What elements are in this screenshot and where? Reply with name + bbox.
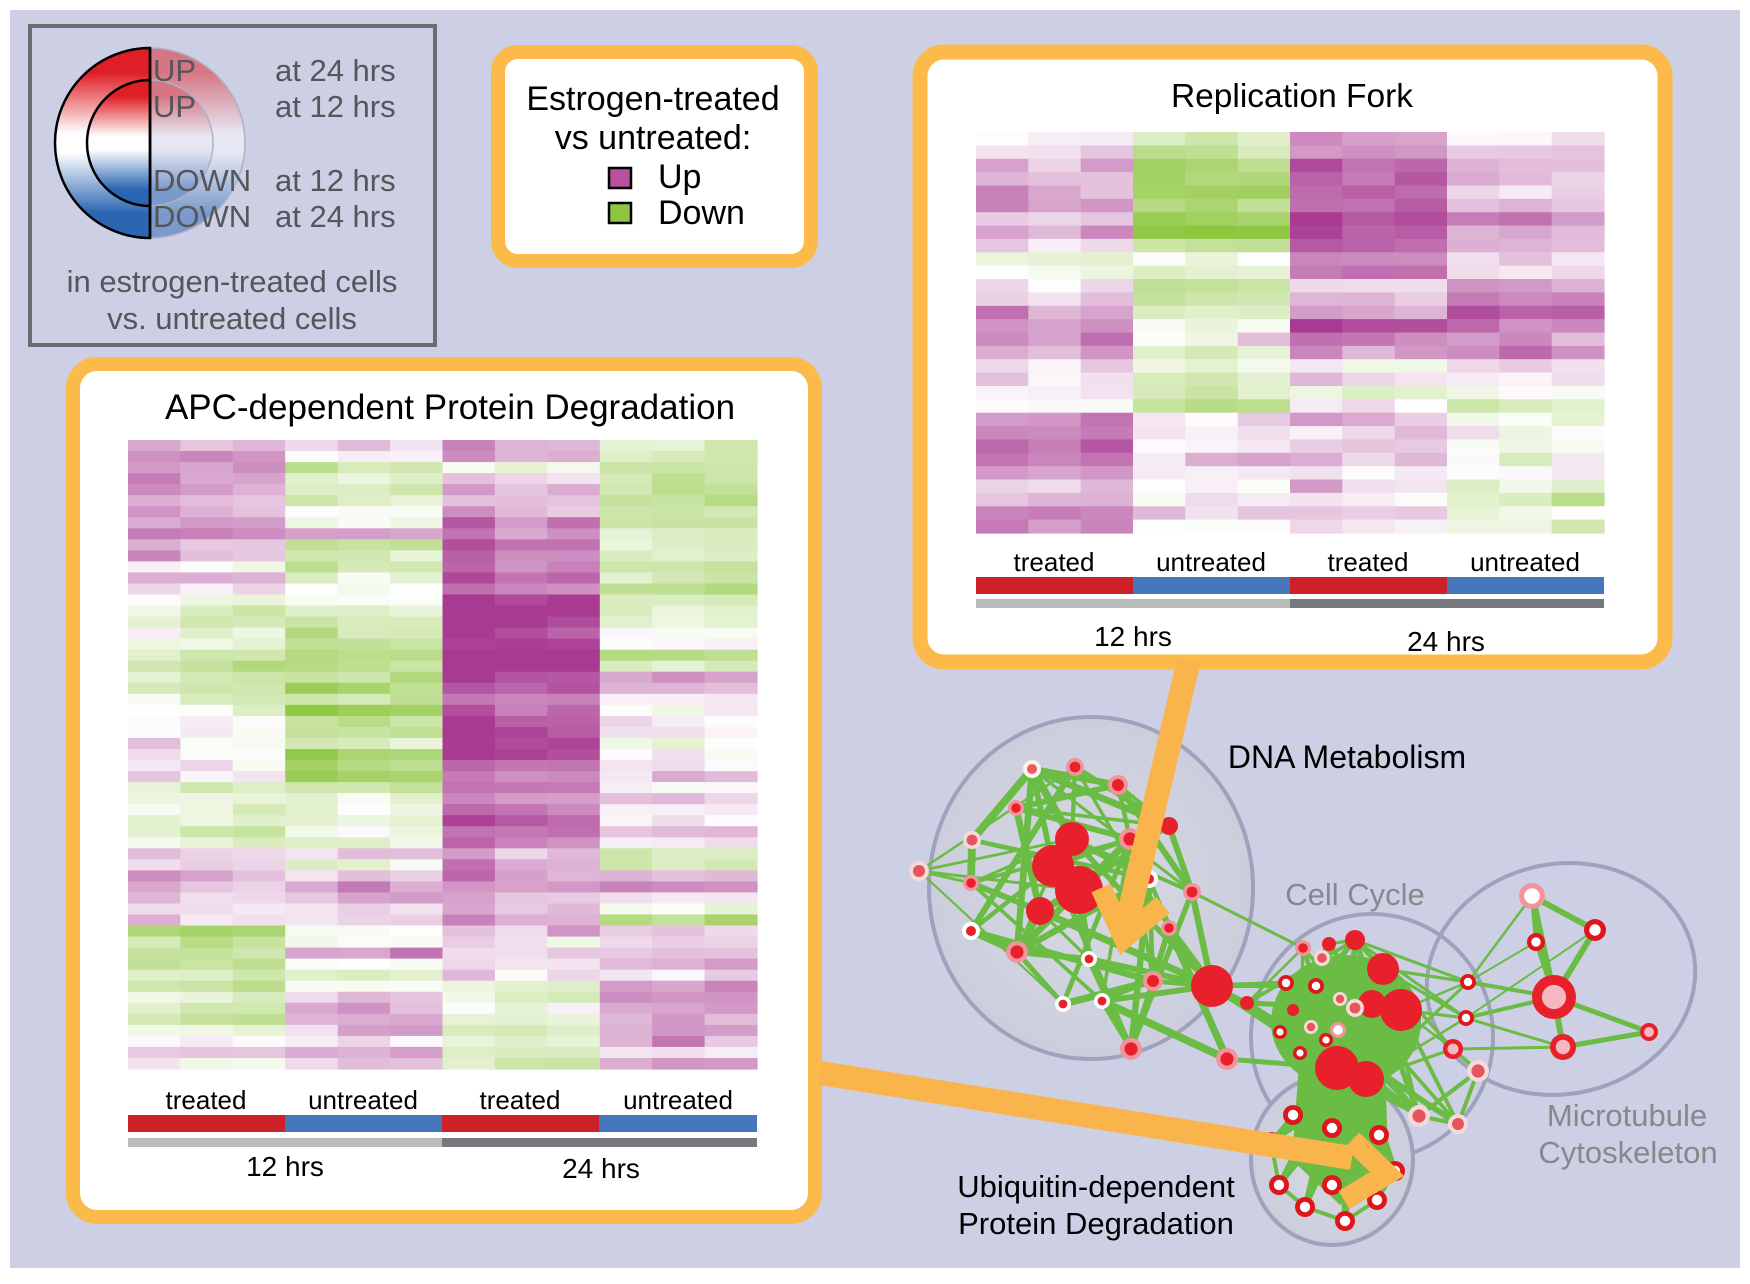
- svg-text:Cytoskeleton: Cytoskeleton: [1538, 1135, 1717, 1170]
- svg-text:Cell Cycle: Cell Cycle: [1285, 877, 1425, 912]
- svg-text:Ubiquitin-dependent: Ubiquitin-dependent: [957, 1169, 1235, 1204]
- svg-text:at 24 hrs: at 24 hrs: [275, 199, 396, 234]
- svg-text:Replication Fork: Replication Fork: [1171, 78, 1413, 115]
- svg-text:DOWN: DOWN: [153, 163, 251, 198]
- svg-text:DNA Metabolism: DNA Metabolism: [1228, 739, 1466, 775]
- svg-text:24 hrs: 24 hrs: [562, 1153, 640, 1184]
- svg-text:in estrogen-treated cells: in estrogen-treated cells: [67, 264, 398, 299]
- svg-text:UP: UP: [153, 89, 196, 124]
- svg-text:untreated: untreated: [623, 1085, 733, 1115]
- svg-text:12 hrs: 12 hrs: [1094, 621, 1172, 652]
- svg-text:at 12 hrs: at 12 hrs: [275, 163, 396, 198]
- svg-text:12 hrs: 12 hrs: [246, 1151, 324, 1182]
- svg-text:DOWN: DOWN: [153, 199, 251, 234]
- svg-text:treated: treated: [1328, 547, 1409, 577]
- svg-text:treated: treated: [166, 1085, 247, 1115]
- svg-text:at 12 hrs: at 12 hrs: [275, 89, 396, 124]
- svg-text:24 hrs: 24 hrs: [1407, 626, 1485, 657]
- svg-text:Estrogen-treated: Estrogen-treated: [526, 80, 779, 118]
- svg-text:Protein Degradation: Protein Degradation: [958, 1206, 1234, 1241]
- svg-text:Microtubule: Microtubule: [1547, 1098, 1707, 1133]
- svg-text:untreated: untreated: [308, 1085, 418, 1115]
- svg-text:untreated: untreated: [1156, 547, 1266, 577]
- svg-text:APC-dependent Protein Degradat: APC-dependent Protein Degradation: [165, 388, 735, 427]
- svg-text:untreated: untreated: [1470, 547, 1580, 577]
- svg-text:UP: UP: [153, 53, 196, 88]
- svg-text:treated: treated: [1014, 547, 1095, 577]
- svg-text:treated: treated: [480, 1085, 561, 1115]
- svg-text:at 24 hrs: at 24 hrs: [275, 53, 396, 88]
- svg-text:Down: Down: [658, 194, 745, 232]
- svg-text:vs untreated:: vs untreated:: [555, 119, 752, 157]
- svg-text:vs. untreated cells: vs. untreated cells: [107, 301, 357, 336]
- svg-text:Up: Up: [658, 158, 701, 196]
